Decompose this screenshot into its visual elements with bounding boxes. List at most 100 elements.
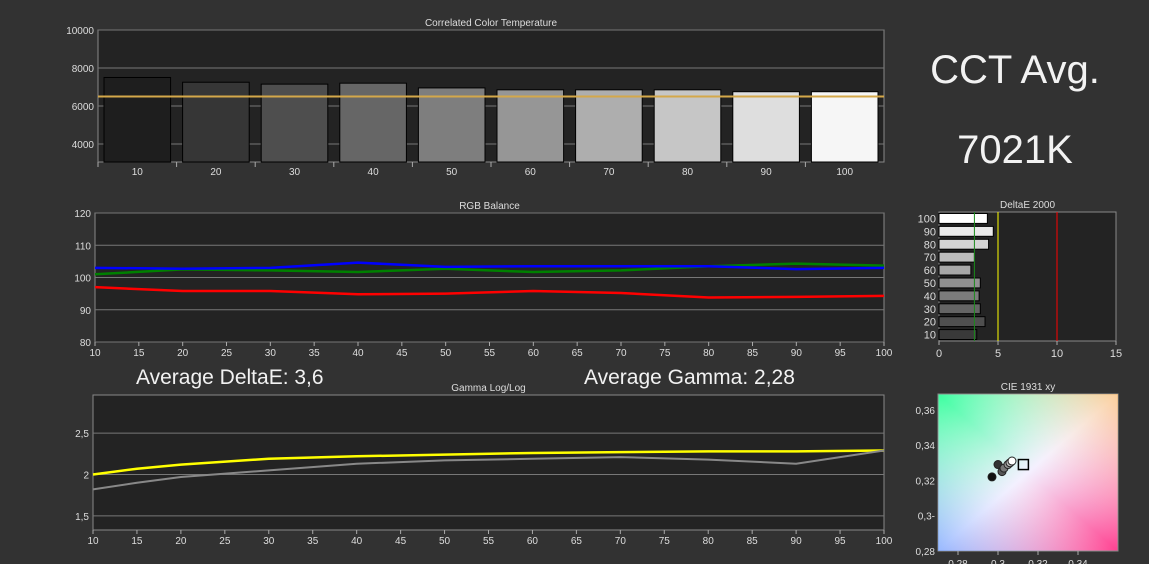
rgb-x-tick-label: 95 [835, 348, 847, 359]
rgb-x-tick-label: 90 [791, 348, 803, 359]
gamma-series-target [92, 449, 885, 476]
gamma-x-tick-label: 50 [439, 536, 451, 547]
cie-title: CIE 1931 xy [1001, 382, 1055, 393]
cct-avg-value: 7021K [957, 128, 1073, 172]
cct-y-tick-label: 10000 [66, 26, 94, 37]
cct-x-tick-label: 40 [368, 167, 380, 178]
rgb-y-tick-label: 80 [80, 338, 92, 349]
cct-bar [496, 89, 565, 163]
cct-bar [810, 91, 879, 163]
gamma-x-tick-label: 65 [571, 536, 583, 547]
deltae-bar [938, 329, 978, 341]
cie-gradient-overlay [938, 394, 1118, 551]
rgb-x-tick-label: 20 [177, 348, 189, 359]
gamma-x-tick-label: 95 [834, 536, 846, 547]
rgb-x-tick-label: 50 [440, 348, 452, 359]
cie-y-tick-label: 0,3- [918, 512, 935, 523]
cct-bar [339, 82, 407, 163]
cct-avg-label: CCT Avg. [930, 48, 1100, 92]
cie-x-tick-label: 0,3 [991, 559, 1005, 564]
cie-y-tick-label: 0,36 [916, 406, 936, 417]
cct-x-tick-label: 30 [289, 167, 301, 178]
gamma-y-tick-label: 1,5 [75, 512, 89, 523]
rgb-x-tick-label: 100 [876, 348, 893, 359]
rgb-x-tick-label: 30 [265, 348, 277, 359]
average-gamma: Average Gamma: 2,28 [584, 366, 795, 389]
deltae-y-tick-label: 10 [924, 330, 936, 342]
gamma-x-tick-label: 70 [615, 536, 627, 547]
cie-y-tick-label: 0,28 [916, 547, 936, 558]
gamma-x-tick-label: 15 [131, 536, 143, 547]
gamma-x-tick-label: 20 [175, 536, 187, 547]
rgb-x-tick-label: 15 [133, 348, 145, 359]
rgb-x-tick-label: 55 [484, 348, 496, 359]
deltae-y-tick-label: 50 [924, 278, 936, 290]
cie-y-tick-label: 0,32 [916, 476, 936, 487]
rgb-x-tick-label: 70 [615, 348, 627, 359]
gamma-x-tick-label: 55 [483, 536, 495, 547]
cct-x-tick-label: 80 [682, 167, 694, 178]
cct-bar [575, 89, 643, 163]
average-delta-e: Average DeltaE: 3,6 [136, 366, 324, 389]
gamma-x-tick-label: 90 [791, 536, 803, 547]
cct-x-tick-label: 70 [603, 167, 615, 178]
gamma-y-tick-label: 2,5 [75, 429, 89, 440]
cie-point [987, 472, 997, 482]
deltae-bar [938, 277, 981, 289]
rgb-x-tick-label: 10 [89, 348, 101, 359]
rgb-x-tick-label: 45 [396, 348, 408, 359]
gamma-x-tick-label: 85 [747, 536, 759, 547]
gamma-x-tick-label: 35 [307, 536, 319, 547]
cct-bar [732, 91, 800, 163]
rgb-x-tick-label: 35 [309, 348, 321, 359]
deltae-y-tick-label: 60 [924, 265, 936, 277]
rgb-x-tick-label: 60 [528, 348, 540, 359]
deltae-bar [938, 251, 975, 263]
cie-x-tick-label: 0,34 [1068, 559, 1088, 564]
rgb-title: RGB Balance [459, 201, 520, 212]
cct-x-tick-label: 100 [836, 167, 853, 178]
deltae-x-tick-label: 5 [995, 348, 1001, 360]
rgb-y-tick-label: 90 [80, 306, 92, 317]
deltae-bar [938, 316, 986, 328]
rgb-x-tick-label: 80 [703, 348, 715, 359]
gamma-x-tick-label: 10 [87, 536, 99, 547]
cct-y-tick-label: 8000 [72, 64, 95, 75]
deltae-x-tick-label: 0 [936, 348, 942, 360]
rgb-x-tick-label: 85 [747, 348, 759, 359]
cct-bar [103, 76, 172, 163]
deltae-bar [938, 213, 988, 224]
deltae-bar [938, 290, 980, 302]
cct-x-tick-label: 20 [210, 167, 222, 178]
gamma-y-tick-label: 2 [83, 471, 89, 482]
cct-y-tick-label: 4000 [72, 140, 95, 151]
cct-bar [653, 89, 722, 163]
deltae-title: DeltaE 2000 [1000, 200, 1055, 211]
rgb-y-tick-label: 120 [74, 209, 91, 220]
gamma-title: Gamma Log/Log [451, 383, 526, 394]
cie-x-tick-label: 0,32 [1028, 559, 1048, 564]
gamma-x-tick-label: 60 [527, 536, 539, 547]
rgb-x-tick-label: 40 [352, 348, 364, 359]
rgb-x-tick-label: 25 [221, 348, 233, 359]
cct-x-tick-label: 50 [446, 167, 458, 178]
rgb-y-tick-label: 100 [74, 274, 91, 285]
cct-x-tick-label: 90 [761, 167, 773, 178]
gamma-x-tick-label: 45 [395, 536, 407, 547]
rgb-y-tick-label: 110 [75, 241, 91, 252]
gamma-x-tick-label: 25 [219, 536, 231, 547]
gamma-x-tick-label: 75 [659, 536, 671, 547]
gamma-x-tick-label: 40 [351, 536, 363, 547]
rgb-series-red [94, 285, 885, 299]
deltae-bar [938, 264, 972, 276]
cie-target-square [1017, 458, 1030, 471]
rgb-series-blue [94, 261, 885, 271]
cct-x-tick-label: 60 [525, 167, 537, 178]
cie-point [1007, 456, 1017, 466]
deltae-y-tick-label: 30 [924, 304, 936, 316]
deltae-y-tick-label: 80 [924, 239, 936, 251]
deltae-y-tick-label: 90 [924, 226, 936, 238]
rgb-series-green [94, 262, 885, 276]
deltae-y-tick-label: 20 [924, 317, 936, 329]
